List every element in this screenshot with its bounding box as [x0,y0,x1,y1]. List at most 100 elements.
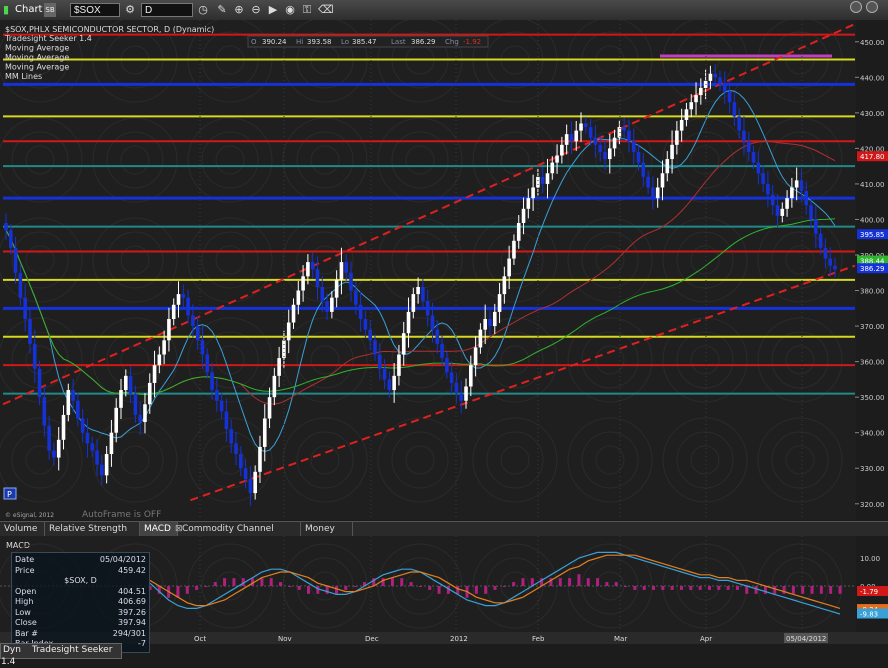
swirl-ring [405,145,435,175]
candle-body [315,269,320,287]
candle-body [469,365,473,387]
tab-money-flow[interactable]: Money Flow [301,522,353,548]
data-row: High 406.69 [15,597,146,606]
candle-body [622,127,626,131]
candle-body [401,333,406,355]
histogram-bar [279,582,283,586]
candle-body [18,272,23,298]
eraser-icon[interactable]: ⌫ [318,3,334,16]
minimize-icon[interactable] [850,1,862,13]
candle-body [430,315,435,330]
cursor-icon[interactable]: ⊕ [234,3,244,16]
candle-body [262,418,267,447]
date-label: Dec [365,635,379,643]
candle-body [47,425,51,451]
swirl-ring [92,217,178,303]
close-tab-icon[interactable]: ⊠ [174,524,183,534]
candle-body [373,340,377,355]
data-row: Bar # 294/301 [15,629,146,638]
price-tick-label: 320.00 [860,501,885,509]
link-button[interactable]: SB [44,3,56,17]
candle-body [828,258,833,266]
swirl-ring [310,145,340,175]
candle-body [200,340,205,355]
zoom-icon[interactable]: ⊖ [251,3,261,16]
tab-commodity-channel-index-cci[interactable]: Commodity Channel Index (CCI) [178,522,301,548]
lock-icon[interactable]: ⚿ [302,3,312,16]
swirl-ring [296,331,354,389]
play-icon[interactable]: ▶ [268,3,278,16]
data-row-value: 406.69 [118,597,146,606]
candle-body [397,354,401,376]
swirl-ring [676,331,734,389]
histogram-bar [241,578,245,586]
histogram-bar [316,586,320,594]
candle-body [516,223,521,241]
histogram-bar [624,586,628,587]
p-button[interactable] [3,487,17,500]
swirl-ring [690,145,720,175]
price-flag-label: 386.29 [860,265,885,273]
candle-body [205,354,210,373]
swirl-ring [595,345,625,375]
candle-body [104,454,109,476]
replay-icon[interactable]: ◉ [285,3,295,16]
interval-input[interactable] [141,3,193,17]
horizontal-levels [3,33,855,395]
histogram-bar [586,578,590,586]
candle-body [742,130,746,142]
macd-panel[interactable]: MACD 10.000.00-10.00-1.79-8.24-9.83 OctN… [0,536,888,644]
price-tick-label: 380.00 [860,288,885,296]
candle-body [780,208,785,216]
macd-axis: 10.000.00-10.00-1.79-8.24-9.83 [856,536,888,632]
histogram-bar [810,586,814,594]
candle-body [631,141,636,152]
tab-macd[interactable]: MACD ⊠ [140,522,183,536]
histogram-bar [717,586,721,590]
study-name: Moving Average [5,53,69,62]
histogram-bar [782,586,786,594]
histogram-bar [400,578,404,586]
swirl-ring [486,331,544,389]
candle-body [478,329,483,348]
candle-body [61,414,66,440]
candle-body [296,290,301,305]
clock-icon[interactable]: ◷ [198,3,208,16]
histogram-bar [204,586,208,587]
ohlc-chg-label: Chg [445,38,459,46]
candle-body [473,347,478,366]
price-tick-label: 420.00 [860,145,885,153]
tab-relative-strength-index[interactable]: Relative Strength Index [45,522,140,548]
swirl-ring [567,117,653,203]
price-tick-label: 440.00 [860,74,885,82]
candle-body [732,102,737,117]
swirl-ring [785,245,815,275]
symbol-input[interactable] [70,3,120,17]
swirl-ring [120,245,150,275]
candle-body [699,87,703,96]
candle-body [143,404,147,423]
swirl-ring [472,317,558,403]
candle-body [171,304,176,319]
ohlc-readout: O 390.24 Hi 393.58 Lo 385.47 Last 386.29… [247,35,489,48]
draw-pencil-icon[interactable]: ✎ [217,3,227,16]
data-row: Price 459.42 [15,566,146,575]
candle-body [766,183,770,195]
candle-body [449,372,454,383]
candle-body [790,187,794,199]
maximize-icon[interactable] [866,1,878,13]
data-row-value: -7 [138,639,146,648]
histogram-bar [512,582,516,586]
price-flag [857,263,888,274]
data-row: Open 404.51 [15,587,146,596]
candle-body [689,102,694,110]
candle-body [219,400,224,412]
price-tick-label: 350.00 [860,394,885,402]
price-chart[interactable]: 450.00 440.00 430.00 420.00 410.00 400.00 390.… [0,20,888,520]
tab-volume[interactable]: Volume [0,522,45,536]
settings-icon[interactable]: ⚙ [125,3,135,16]
ohlc-chg: -1.92 [463,38,481,46]
candle-body [445,358,449,373]
candle-body [387,379,392,391]
candle-body [536,176,540,188]
